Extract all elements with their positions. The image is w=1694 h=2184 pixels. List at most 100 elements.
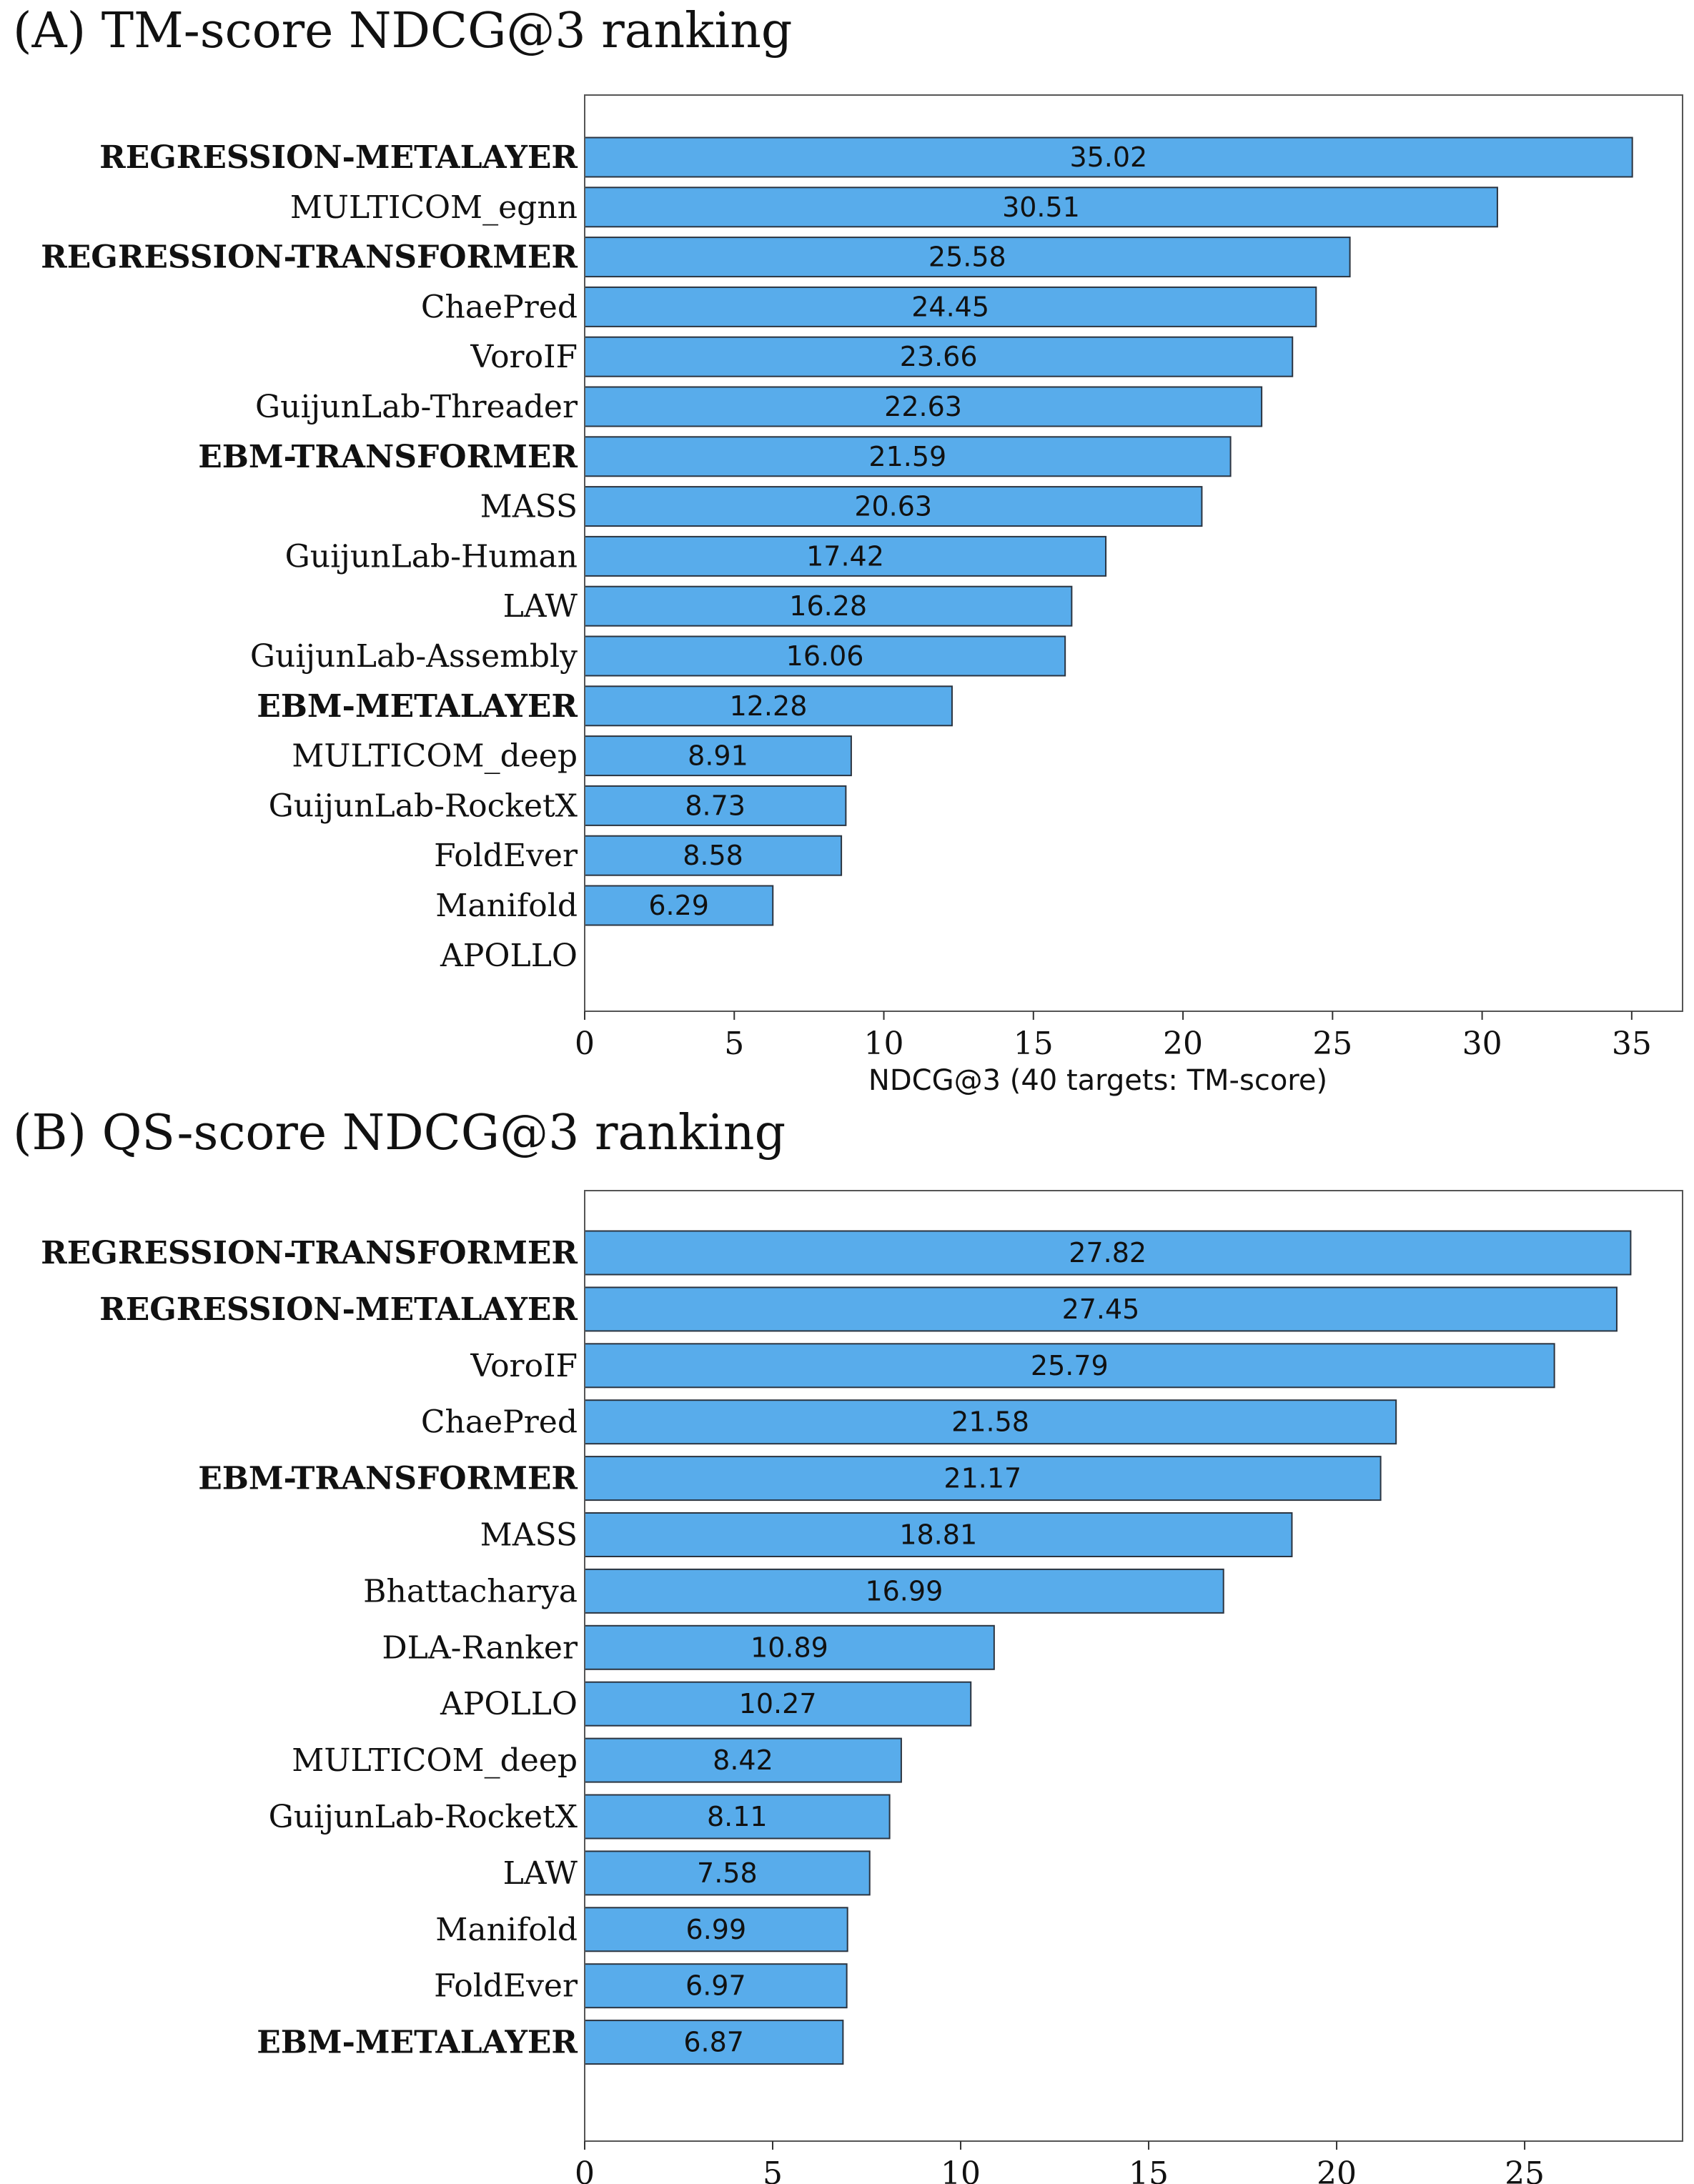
data-label: 6.29 [648,890,709,921]
data-label: 8.42 [713,1744,773,1776]
x-tick-label: 35 [1612,1026,1652,1062]
data-label: 21.58 [951,1406,1029,1438]
category-label: EBM-TRANSFORMER [198,439,578,475]
x-tick-label: 25 [1312,1026,1352,1062]
category-label: FoldEver [434,838,578,874]
data-label: 21.59 [868,441,946,472]
x-tick-label: 20 [1163,1026,1203,1062]
category-label: Manifold [435,888,578,924]
bar [584,1794,891,1840]
category-label: MULTICOM_deep [292,738,578,775]
category-label: ChaePred [421,289,578,325]
category-label: REGRESSION-METALAYER [99,139,578,176]
bar [584,635,1066,677]
data-label: 24.45 [911,291,989,322]
category-label: GuijunLab-RocketX [269,1799,578,1835]
category-label: REGRESSION-TRANSFORMER [41,239,578,276]
panel-b: (B) QS-score NDCG@3 ranking REGRESSION-T… [0,1093,1694,2184]
category-label: MULTICOM_egnn [290,189,578,226]
category-label: GuijunLab-Assembly [250,638,578,675]
bar [584,336,1294,377]
chart-title: (B) QS-score NDCG@3 ranking [13,1105,786,1161]
x-tick-label: 30 [1462,1026,1502,1062]
data-label: 17.42 [806,540,884,572]
category-label: GuijunLab-Human [285,538,578,575]
data-label: 16.99 [865,1575,943,1607]
plot-frame [584,94,1683,1012]
x-tick-label: 25 [1505,2155,1545,2184]
x-tick-label: 10 [864,1026,904,1062]
bar [584,1456,1382,1502]
data-label: 25.58 [928,242,1006,273]
x-tick-label: 15 [1014,1026,1054,1062]
data-label: 20.63 [854,491,932,522]
bar [584,685,953,727]
category-label: DLA-Ranker [382,1629,578,1666]
bar [584,1399,1397,1445]
bar [584,1850,871,1896]
bar [584,286,1317,327]
data-label: 22.63 [884,391,962,422]
category-label: REGRESSION-TRANSFORMER [41,1235,578,1271]
plot-frame [584,1190,1683,2142]
category-label: GuijunLab-Threader [255,389,578,425]
bar [584,136,1633,178]
chart-a: REGRESSION-METALAYER 35.02 MULTICOM_egnn 30… [41,94,1683,1097]
category-label: MULTICOM_deep [292,1742,578,1779]
category-label: MASS [480,1517,578,1554]
bar [584,1286,1618,1332]
data-label: 16.06 [786,640,864,672]
chart-b: REGRESSION-TRANSFORMER 27.82 REGRESSION-ME… [41,1190,1683,2184]
x-tick-label: 20 [1317,2155,1357,2184]
x-axis-label: NDCG@3 (40 targets: TM-score) [868,1064,1327,1097]
x-tick-label: 0 [575,2155,595,2184]
x-tick-label: 10 [941,2155,981,2184]
category-label: APOLLO [440,1686,578,1722]
data-label: 8.58 [683,840,743,871]
bar [584,1907,848,1952]
data-label: 10.89 [751,1632,828,1663]
chart-title: (A) TM-score NDCG@3 ranking [13,3,793,59]
x-tick-label: 15 [1129,2155,1169,2184]
x-tick-label: 0 [575,1026,595,1062]
bar [584,436,1232,477]
category-label: VoroIF [470,1348,578,1384]
category-label: EBM-TRANSFORMER [198,1461,578,1497]
data-label: 6.99 [686,1914,747,1945]
data-label: 35.02 [1069,142,1147,173]
bar [584,187,1498,228]
data-label: 6.97 [685,1970,746,2002]
data-label: 27.82 [1069,1237,1146,1269]
bar [584,835,843,876]
category-label: LAW [503,588,578,625]
category-label: EBM-METALAYER [257,2025,578,2061]
category-label: APOLLO [440,938,578,974]
data-label: 30.51 [1002,192,1080,223]
bar [584,237,1351,278]
bar [584,1624,995,1670]
data-label: 25.79 [1031,1350,1109,1381]
category-label: Bhattacharya [363,1573,578,1609]
data-label: 18.81 [899,1519,977,1551]
data-label: 23.66 [900,341,978,372]
data-label: 21.17 [943,1463,1021,1494]
category-label: FoldEver [434,1968,578,2005]
category-label: ChaePred [421,1404,578,1441]
x-tick-label: 5 [763,2155,783,2184]
data-label: 8.11 [707,1801,768,1832]
data-label: 8.91 [688,740,748,772]
data-label: 10.27 [739,1688,817,1719]
data-label: 16.28 [789,590,867,622]
bar [584,1963,848,2009]
category-label: REGRESSION-METALAYER [99,1291,578,1328]
category-label: LAW [503,1855,578,1892]
bar [584,1568,1224,1614]
bar [584,785,847,826]
data-label: 8.73 [685,790,746,821]
data-label: 6.87 [683,2027,744,2058]
category-label: MASS [480,489,578,525]
x-tick-label: 5 [724,1026,744,1062]
panel-a: (A) TM-score NDCG@3 ranking REGRESSION-M… [13,3,1683,1097]
category-label: GuijunLab-RocketX [269,788,578,824]
data-label: 27.45 [1062,1294,1140,1325]
